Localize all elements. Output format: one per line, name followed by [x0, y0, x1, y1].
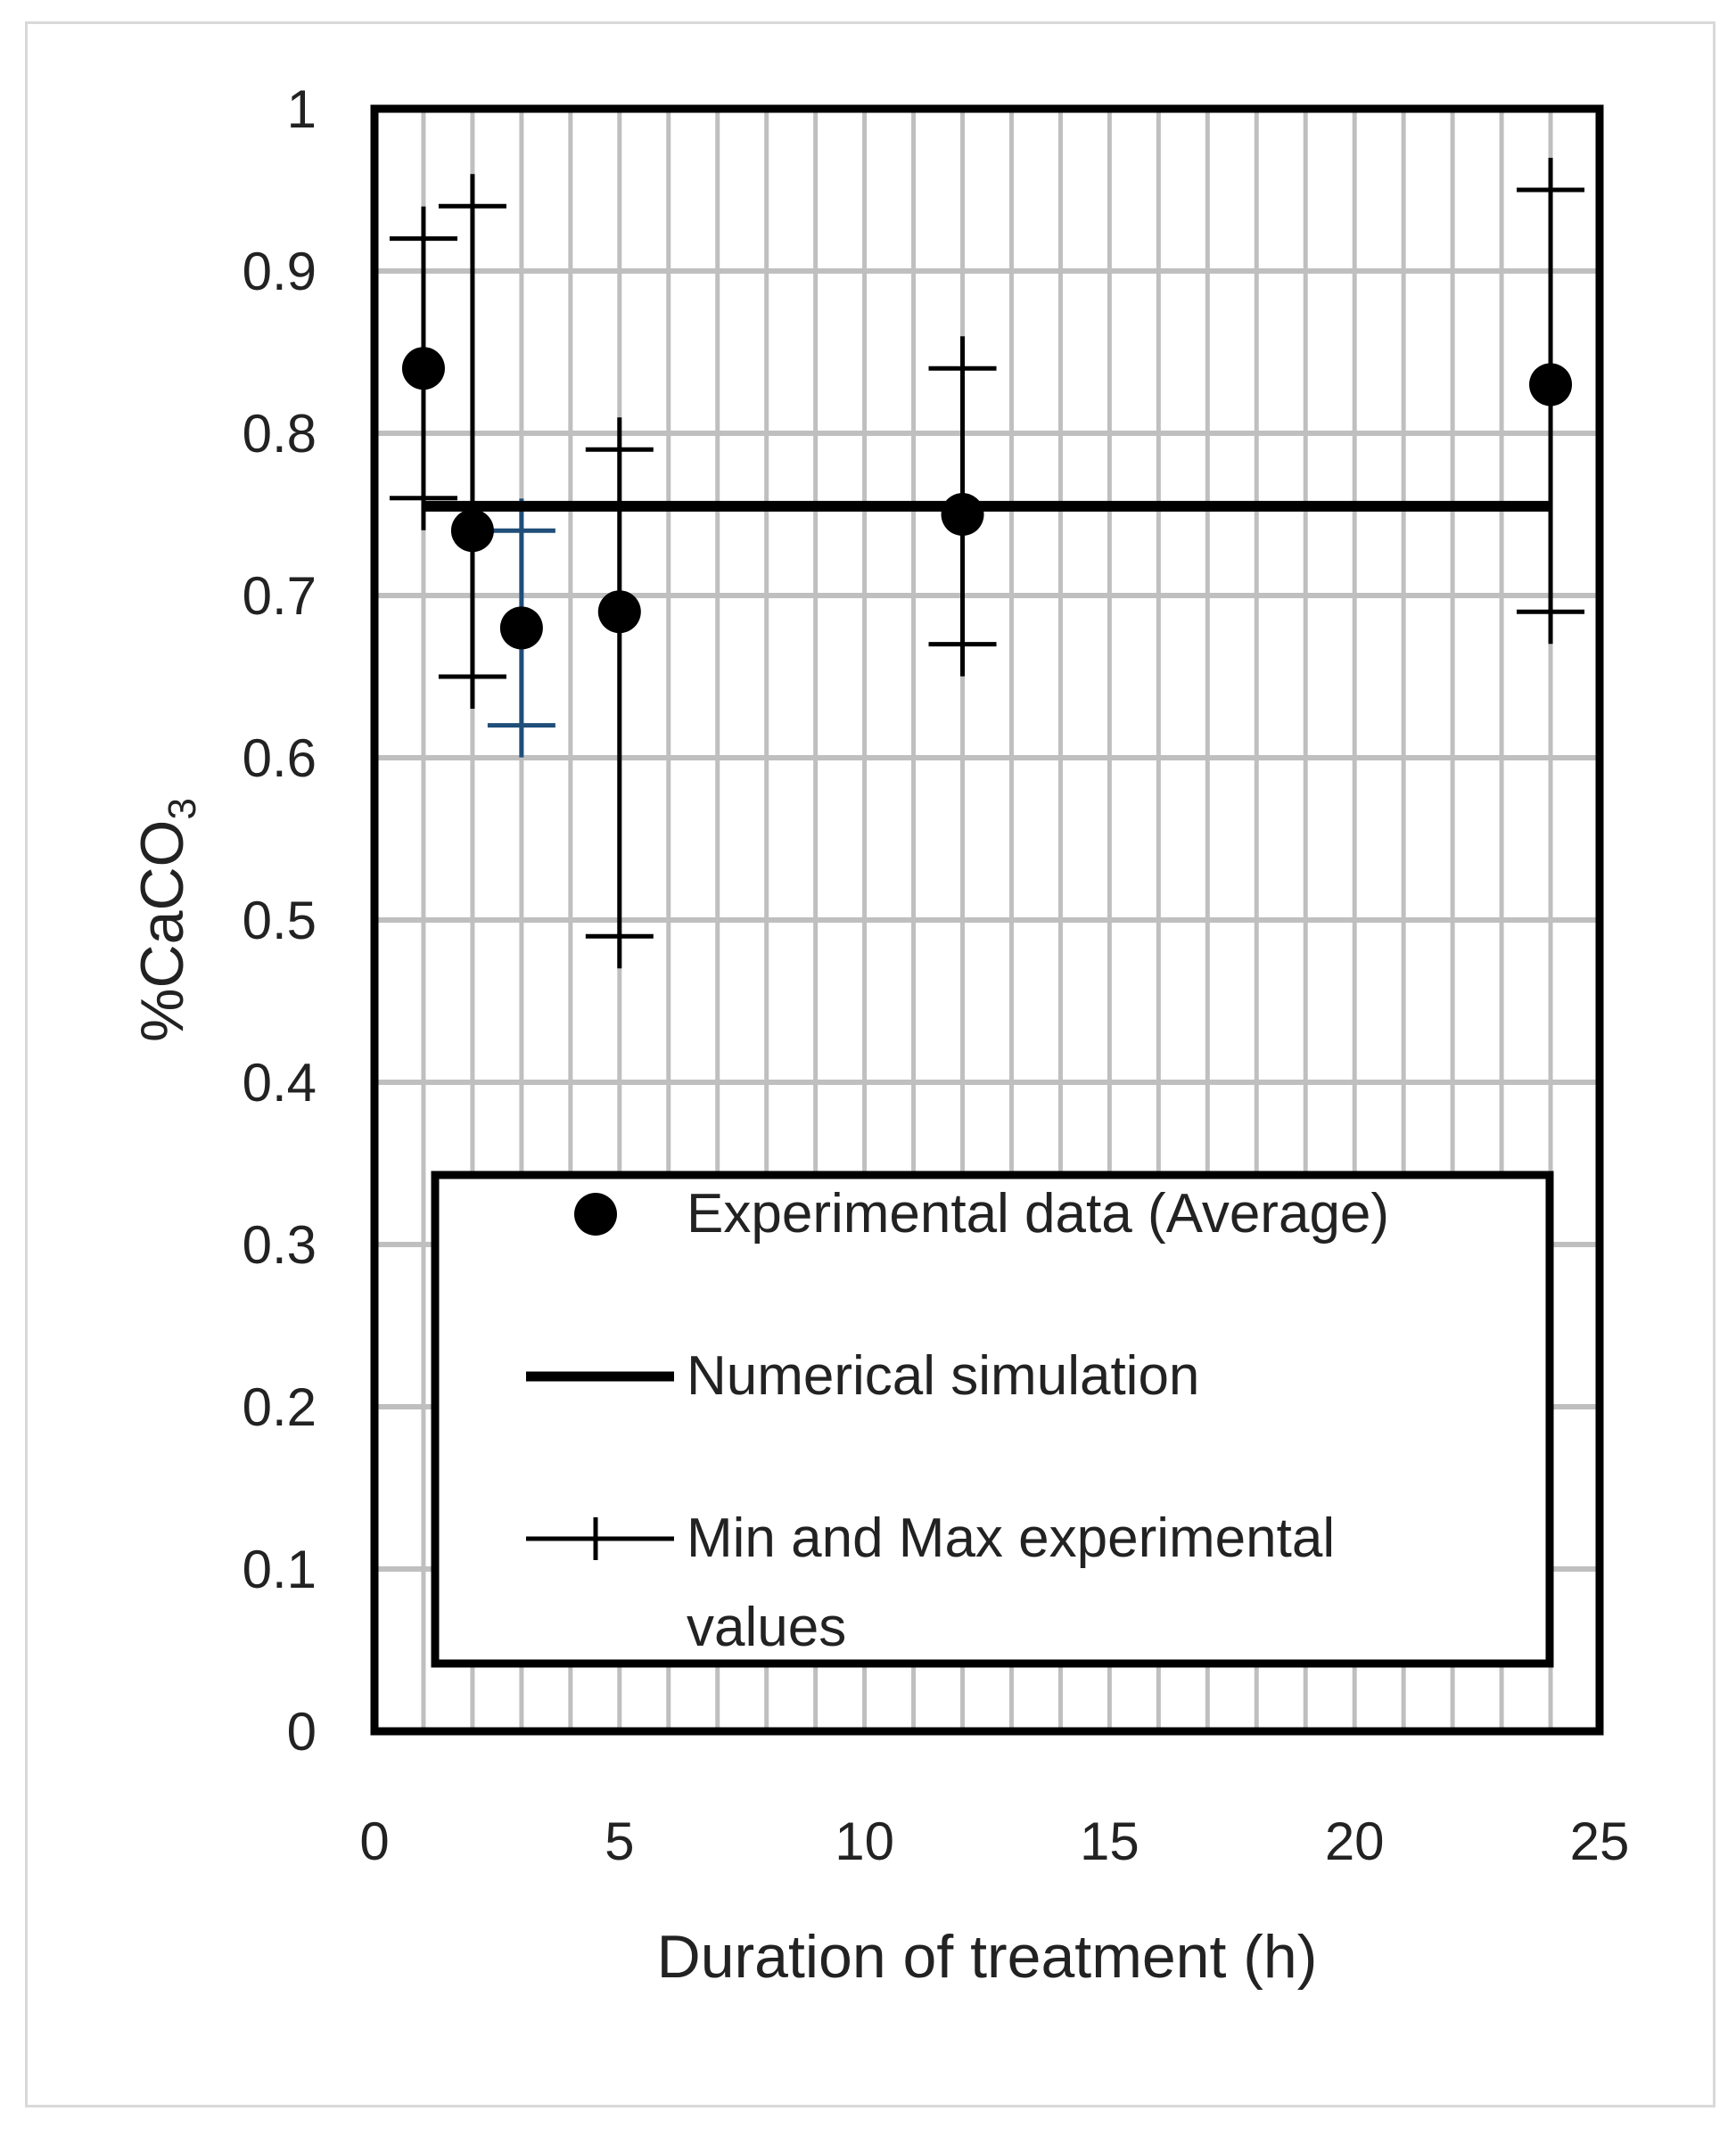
x-tick-label: 0 [359, 1811, 389, 1871]
y-axis-title-main: %CaCO [128, 820, 196, 1042]
average-marker [499, 606, 543, 650]
chart-frame [25, 21, 1715, 2107]
average-marker [450, 509, 494, 553]
y-tick-label: 1 [287, 79, 317, 139]
average-marker [401, 347, 445, 390]
plot-area-frame [370, 104, 1604, 1736]
x-tick-label: 5 [605, 1811, 634, 1871]
y-tick-label: 0.5 [243, 891, 317, 950]
plot-series [389, 158, 1585, 969]
y-tick-label: 0.2 [243, 1377, 317, 1437]
x-tick-label: 20 [1325, 1811, 1385, 1871]
y-tick-label: 0.8 [243, 404, 317, 464]
y-axis-title-subscript: 3 [160, 798, 204, 819]
y-axis-title: %CaCO3 [128, 798, 204, 1042]
average-marker [941, 493, 984, 536]
y-tick-label: 0.3 [243, 1215, 317, 1275]
legend-label-range-line1: Min and Max experimental [687, 1508, 1335, 1569]
y-axis: 0 0.1 0.2 0.3 0.4 0.5 0.6 0.7 0.8 0.9 1 [243, 79, 317, 1762]
average-marker [597, 590, 641, 634]
average-marker [1529, 363, 1573, 407]
x-tick-label: 15 [1080, 1811, 1140, 1871]
y-tick-label: 0.6 [243, 728, 317, 788]
legend-box [431, 1171, 1554, 1668]
legend-label-simulation: Numerical simulation [687, 1345, 1199, 1407]
x-tick-label: 10 [835, 1811, 894, 1871]
y-tick-label: 0.7 [243, 566, 317, 626]
x-axis: 0 5 10 15 20 25 [359, 1811, 1629, 1871]
y-tick-label: 0.4 [243, 1053, 317, 1113]
range-bar [585, 417, 654, 969]
legend-marker-average [574, 1193, 617, 1236]
y-tick-label: 0.1 [243, 1540, 317, 1599]
range-bar [438, 174, 506, 709]
x-tick-label: 25 [1570, 1811, 1630, 1871]
y-tick-label: 0 [287, 1702, 317, 1762]
x-axis-title: Duration of treatment (h) [657, 1923, 1318, 1991]
legend: Experimental data (Average) Numerical si… [431, 1171, 1554, 1668]
y-tick-label: 0.9 [243, 242, 317, 301]
legend-label-range-line2: values [687, 1597, 846, 1658]
legend-label-average: Experimental data (Average) [687, 1183, 1389, 1245]
